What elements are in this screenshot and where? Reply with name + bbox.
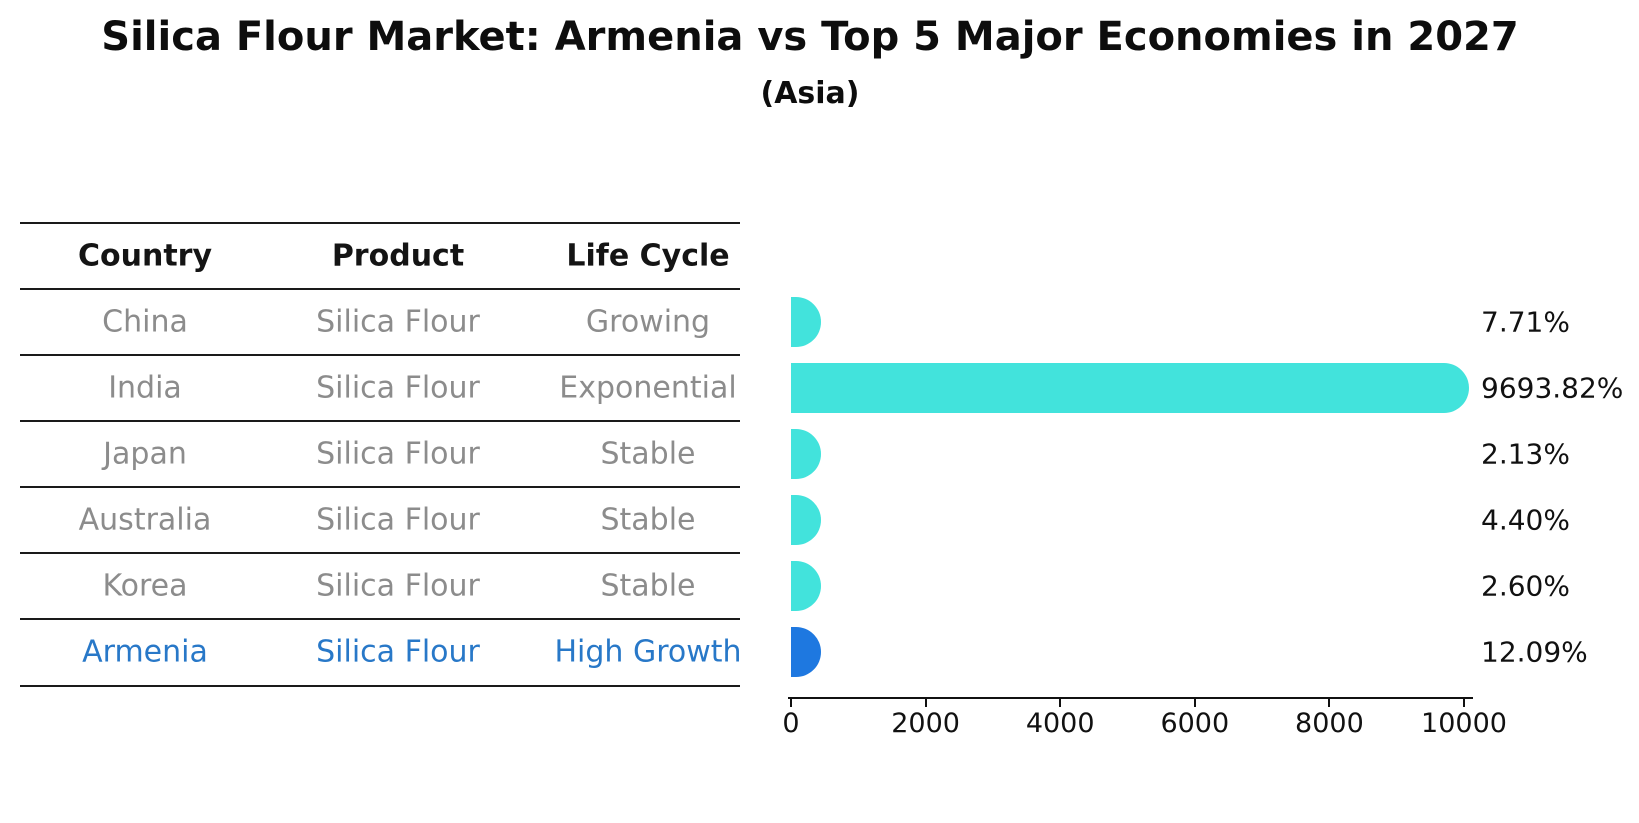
x-axis-line — [788, 697, 1473, 699]
table-cell-life-cycle-japan: Stable — [600, 436, 696, 472]
table-row-rule — [20, 552, 740, 554]
x-tick-mark-10000 — [1463, 699, 1465, 707]
table-row-rule — [20, 354, 740, 356]
table-row-rule — [20, 618, 740, 620]
table-cell-country-armenia: Armenia — [82, 634, 208, 670]
table-row-rule — [20, 486, 740, 488]
table-cell-product-armenia: Silica Flour — [316, 634, 480, 670]
table-cell-country-japan: Japan — [103, 436, 187, 472]
value-label-korea: 2.60% — [1481, 569, 1570, 603]
bar-china — [791, 297, 821, 347]
table-cell-country-australia: Australia — [78, 502, 212, 538]
x-tick-label-2000: 2000 — [891, 708, 960, 739]
x-tick-label-10000: 10000 — [1421, 708, 1507, 739]
table-top-rule — [20, 222, 740, 224]
table-cell-country-india: India — [108, 370, 182, 406]
table-cell-country-china: China — [102, 304, 188, 340]
table-row-rule — [20, 420, 740, 422]
column-header-product: Product — [331, 238, 465, 274]
table-cell-product-china: Silica Flour — [316, 304, 480, 340]
column-header-life-cycle: Life Cycle — [566, 238, 730, 274]
value-label-armenia: 12.09% — [1481, 635, 1588, 669]
x-tick-label-8000: 8000 — [1295, 708, 1364, 739]
x-tick-mark-8000 — [1328, 699, 1331, 707]
x-tick-label-6000: 6000 — [1160, 708, 1230, 739]
column-header-country: Country — [77, 238, 213, 274]
table-row-rule — [20, 288, 740, 290]
bar-korea — [791, 561, 821, 611]
bar-japan — [791, 429, 821, 479]
value-label-china: 7.71% — [1481, 305, 1570, 339]
table-cell-product-japan: Silica Flour — [316, 436, 480, 472]
table-cell-life-cycle-india: Exponential — [559, 370, 737, 406]
table-cell-life-cycle-australia: Stable — [600, 502, 696, 538]
table-cell-life-cycle-armenia: High Growth — [554, 634, 742, 670]
table-cell-product-india: Silica Flour — [316, 370, 480, 406]
value-label-japan: 2.13% — [1481, 437, 1570, 471]
chart-title: Silica Flour Market: Armenia vs Top 5 Ma… — [101, 14, 1519, 60]
table-cell-product-korea: Silica Flour — [316, 568, 480, 604]
chart-subtitle: (Asia) — [760, 76, 860, 111]
table-cell-life-cycle-korea: Stable — [600, 568, 696, 604]
value-label-india: 9693.82% — [1481, 371, 1624, 405]
table-cell-life-cycle-china: Growing — [585, 304, 711, 340]
bar-india — [791, 363, 1470, 413]
table-cell-country-korea: Korea — [102, 568, 188, 604]
value-label-australia: 4.40% — [1481, 503, 1570, 537]
x-tick-label-4000: 4000 — [1025, 708, 1095, 739]
table-bottom-rule — [20, 685, 740, 687]
bar-australia — [791, 495, 821, 545]
table-cell-product-australia: Silica Flour — [316, 502, 480, 538]
x-tick-mark-4000 — [1059, 699, 1062, 707]
x-tick-mark-6000 — [1193, 699, 1196, 707]
x-tick-label-0: 0 — [782, 708, 800, 739]
bar-armenia — [791, 627, 821, 677]
x-tick-mark-2000 — [924, 699, 927, 707]
x-tick-mark-0 — [790, 699, 792, 707]
